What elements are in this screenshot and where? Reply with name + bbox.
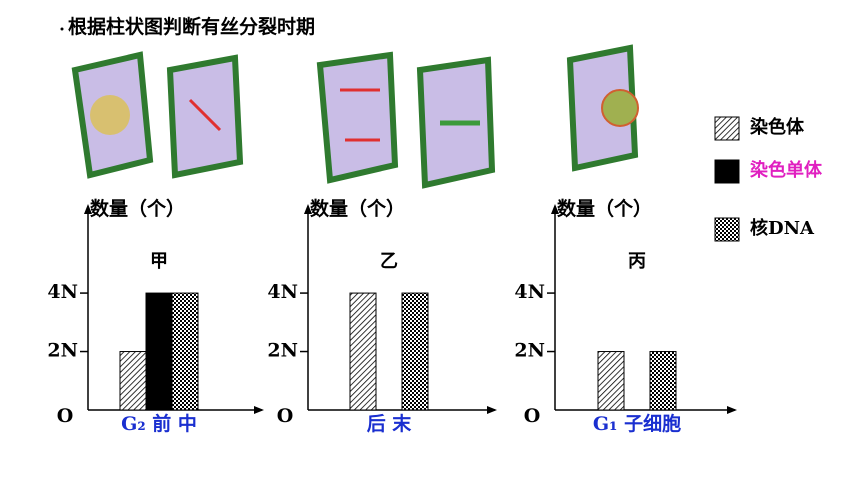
y-axis-label: 数量（个） [310, 197, 405, 220]
y-arrow [551, 204, 559, 214]
slide-title: 根据柱状图判断有丝分裂时期 [68, 15, 315, 38]
legend-swatch [714, 217, 740, 242]
bar [145, 292, 173, 411]
bar [171, 292, 199, 411]
origin-label: O [524, 405, 541, 427]
y-tick-label: 4N [514, 281, 545, 303]
y-tick-label: 2N [47, 340, 78, 362]
y-axis-label: 数量（个） [557, 197, 652, 220]
y-arrow [84, 204, 92, 214]
bullet [60, 27, 64, 31]
x-arrow [727, 406, 737, 414]
cell-illustrations [71, 44, 639, 189]
legend-label: 染色单体 [749, 159, 823, 181]
legend-swatch [714, 159, 740, 184]
chart-title: 丙 [628, 251, 646, 272]
y-axis-label: 数量（个） [90, 197, 185, 220]
x-arrow [487, 406, 497, 414]
y-tick-label: 4N [47, 281, 78, 303]
bar [349, 292, 377, 411]
legend-swatch [714, 116, 740, 141]
x-arrow [254, 406, 264, 414]
bar [401, 292, 429, 411]
legend-label: 染色体 [749, 116, 805, 138]
x-tick-label: 后 末 [367, 412, 413, 435]
x-tick-label: G₁ 子细胞 [593, 412, 681, 435]
chart-title: 甲 [150, 251, 168, 272]
y-tick-label: 2N [514, 340, 545, 362]
y-tick-label: 4N [267, 281, 298, 303]
bar [119, 351, 147, 411]
origin-label: O [277, 405, 294, 427]
legend-label: 核DNA [750, 217, 815, 239]
y-arrow [304, 204, 312, 214]
x-tick-label: G₂ 前 中 [121, 412, 197, 435]
bar [597, 351, 625, 411]
chart-title: 乙 [380, 251, 398, 272]
origin-label: O [57, 405, 74, 427]
y-tick-label: 2N [267, 340, 298, 362]
bar [649, 351, 677, 411]
